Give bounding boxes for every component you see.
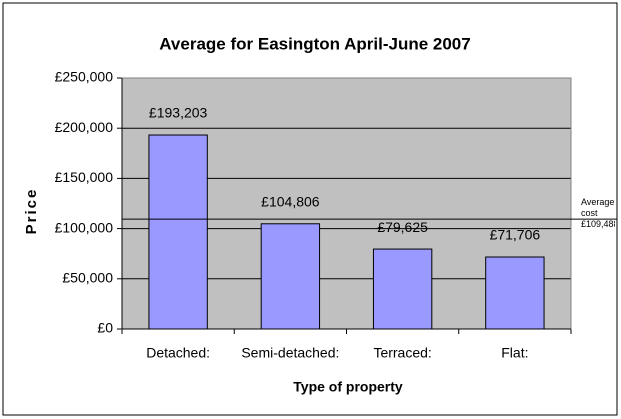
bar: [148, 134, 208, 330]
average-annotation: Average cost £109,488: [581, 197, 615, 230]
bar: [260, 223, 321, 330]
chart-title: Average for Easington April-June 2007: [159, 34, 470, 53]
y-tick-label: £150,000: [55, 169, 114, 185]
y-tick-label: £250,000: [55, 69, 114, 85]
x-tick-label: Detached:: [146, 345, 210, 361]
x-tick-label: Semi-detached:: [241, 345, 339, 361]
average-label: Average cost £109,488: [581, 197, 615, 230]
x-tick-label: Flat:: [501, 345, 528, 361]
bar: [485, 256, 545, 330]
y-tick-label: £200,000: [55, 119, 114, 135]
value-label: £71,706: [490, 227, 541, 243]
y-tick-label: £0: [97, 320, 113, 336]
value-label: £79,625: [377, 219, 428, 235]
value-label: £193,203: [149, 105, 208, 121]
x-axis-title: Type of property: [293, 379, 403, 395]
y-axis-title: Price: [23, 188, 40, 235]
value-label: £104,806: [261, 193, 320, 209]
y-tick-label: £50,000: [62, 270, 113, 286]
x-tick-label: Terraced:: [373, 345, 431, 361]
bar: [372, 248, 433, 330]
y-tick-label: £100,000: [55, 219, 114, 235]
